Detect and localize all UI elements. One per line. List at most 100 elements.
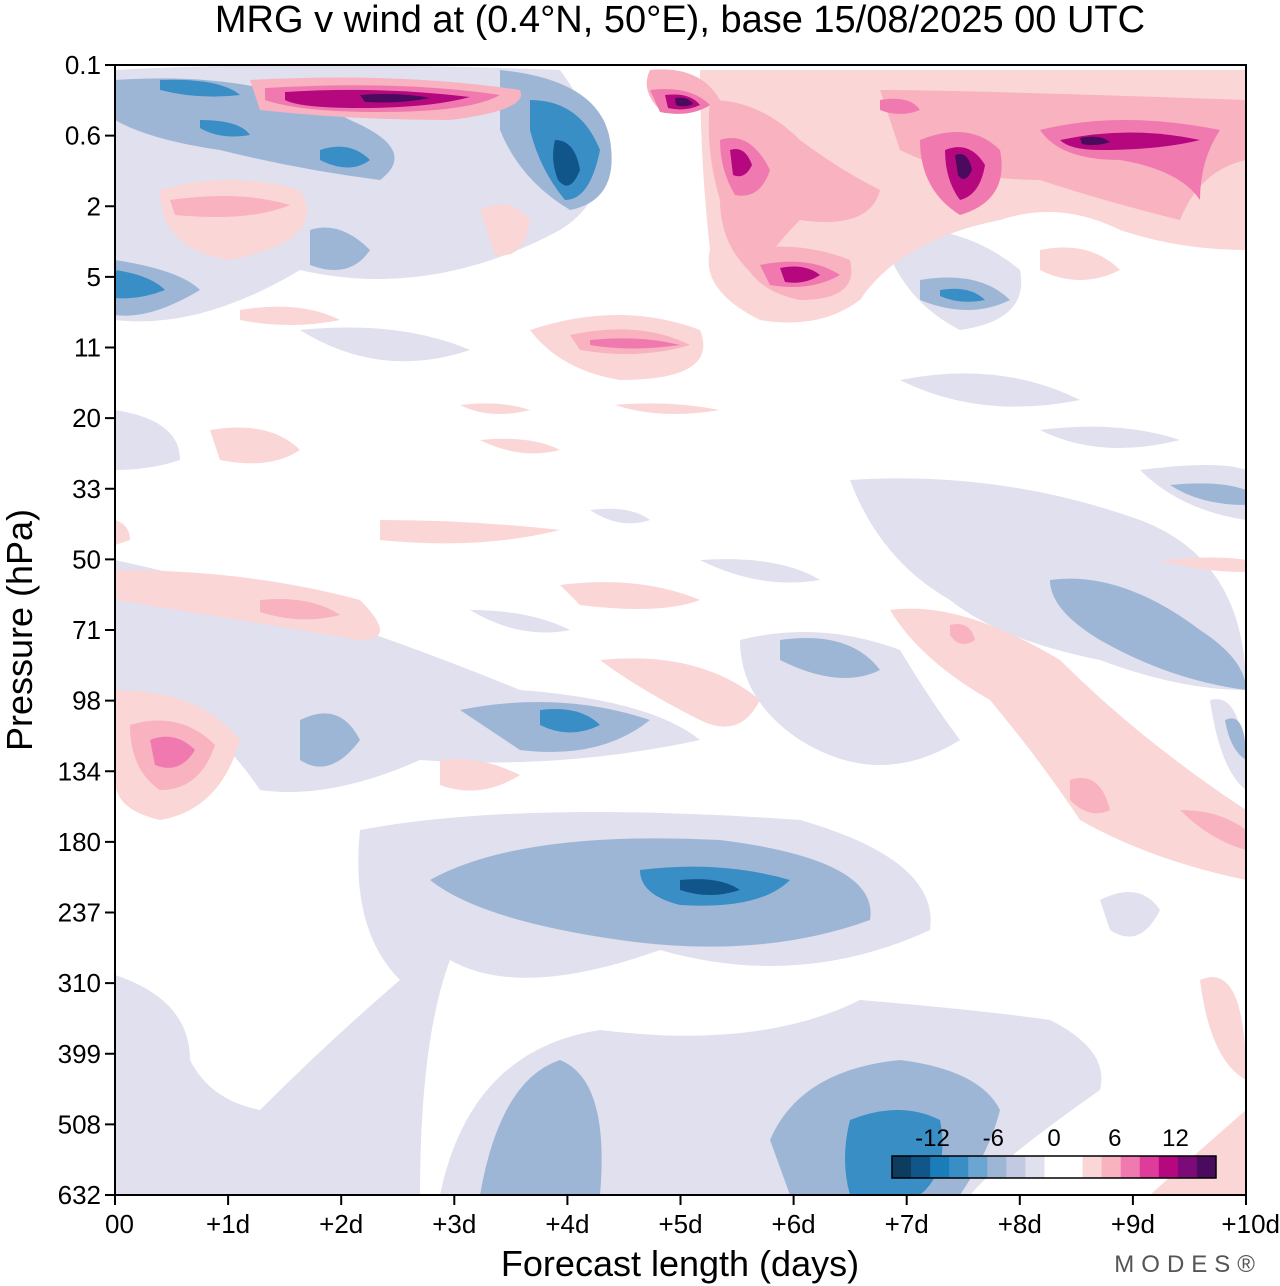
magenta-right-upper-2 — [730, 149, 752, 177]
pink-mid-left — [260, 599, 340, 620]
colorbar: -12 -6 0 6 12 — [891, 1125, 1217, 1179]
x-tick-label: +1d — [206, 1209, 250, 1239]
lavender-band-thin-5 — [1100, 892, 1160, 937]
pink-band-mid-2 — [600, 658, 760, 727]
y-axis-label: Pressure (hPa) — [0, 509, 40, 751]
x-tick-label: +9d — [1111, 1209, 1155, 1239]
lavender-band-thin-9 — [470, 610, 570, 633]
contour-band-strongest-negative — [553, 140, 740, 895]
purple-right — [955, 154, 972, 179]
y-tick-label: 237 — [58, 898, 101, 928]
x-tick-label: +10d — [1221, 1209, 1280, 1239]
colorbar-swatch — [987, 1156, 1007, 1178]
y-tick-label: 508 — [58, 1109, 101, 1139]
lavender-band-thin-8 — [700, 559, 820, 583]
y-tick-label: 33 — [72, 474, 101, 504]
chart-title: MRG v wind at (0.4°N, 50°E), base 15/08/… — [215, 0, 1145, 41]
colorbar-frame — [891, 1155, 1217, 1179]
colorbar-swatch — [892, 1156, 912, 1178]
mid-blue-upper-left — [160, 79, 240, 97]
colorbar-swatch — [968, 1156, 988, 1178]
lavender-band-thin-1 — [300, 327, 470, 362]
colorbar-swatch — [1158, 1156, 1179, 1178]
lavender-band-thin-2 — [900, 373, 1080, 407]
colorbar-swatch — [1044, 1156, 1065, 1178]
blue-band-mid-left — [310, 227, 370, 270]
colorbar-swatch — [1101, 1156, 1122, 1178]
y-tick-label: 5 — [87, 262, 101, 292]
y-tick-label: 20 — [72, 403, 101, 433]
pink-mid-right-upper — [708, 100, 880, 280]
colorbar-label: 12 — [1162, 1125, 1189, 1152]
colorbar-swatch — [1006, 1156, 1026, 1178]
pink-band-right-edge — [1200, 977, 1246, 1080]
purple-right-upper — [675, 97, 693, 107]
y-tick-label: 2 — [87, 191, 101, 221]
pink-band-small-4 — [480, 438, 560, 454]
y-tick-label: 71 — [72, 615, 101, 645]
y-tick-label: 310 — [58, 968, 101, 998]
modes-logo: MODES® — [1114, 1251, 1262, 1278]
y-tick-label: 632 — [58, 1180, 101, 1210]
strong-pink-left — [150, 736, 195, 768]
blue-band-small-1 — [300, 713, 360, 767]
pink-band-small-1 — [210, 427, 300, 464]
mid-blue-right — [940, 288, 985, 302]
strong-pink-center — [590, 338, 680, 349]
pink-band-mid-row — [240, 306, 340, 325]
mid-blue-left-edge — [115, 270, 165, 299]
pink-mid-right-3 — [950, 624, 975, 644]
x-tick-label: +8d — [998, 1209, 1042, 1239]
y-tick-label: 180 — [58, 827, 101, 857]
x-tick-label: +6d — [772, 1209, 816, 1239]
pink-band-tiny-2 — [115, 520, 130, 545]
blue-band-small-3 — [1225, 718, 1246, 760]
pink-band-right-mid — [1040, 247, 1120, 280]
pink-band-left-row — [115, 570, 380, 640]
colorbar-label: -12 — [915, 1125, 950, 1152]
purple-upper-band — [360, 94, 430, 103]
lavender-band-thin-4 — [1040, 426, 1180, 448]
lavender-band-thin-7 — [590, 508, 650, 524]
pink-band-small-2 — [460, 403, 530, 414]
colorbar-swatch — [949, 1156, 969, 1178]
y-tick-label: 98 — [72, 686, 101, 716]
pink-band-right-row — [890, 608, 1246, 880]
purple-right-2 — [1080, 136, 1110, 146]
blue-band-small-2 — [1170, 483, 1246, 505]
x-tick-label: +5d — [658, 1209, 702, 1239]
blue-band-mid-right — [780, 638, 880, 678]
pink-mid-upper-left — [170, 196, 290, 218]
colorbar-label: 6 — [1108, 1125, 1121, 1152]
mid-blue-upper-left-2 — [200, 120, 250, 137]
colorbar-swatch — [930, 1156, 950, 1178]
x-tick-label: +2d — [319, 1209, 363, 1239]
colorbar-swatch — [1139, 1156, 1160, 1178]
mid-blue-mid — [540, 709, 600, 733]
x-axis-label: Forecast length (days) — [501, 1243, 859, 1284]
colorbar-swatch — [1196, 1156, 1217, 1178]
x-tick-label: +3d — [432, 1209, 476, 1239]
pink-band-mid — [380, 520, 560, 544]
x-tick-label: +7d — [885, 1209, 929, 1239]
contour-band-strongest-positive — [360, 94, 1110, 179]
colorbar-swatch — [1082, 1156, 1103, 1178]
y-tick-label: 399 — [58, 1039, 101, 1069]
y-tick-label: 50 — [72, 544, 101, 574]
blue-band-lower-mid — [430, 838, 871, 947]
pink-band-tiny — [1160, 557, 1246, 572]
y-tick-label: 0.1 — [65, 50, 101, 80]
mid-blue-lower — [845, 1110, 943, 1195]
colorbar-swatch — [1025, 1156, 1045, 1178]
y-tick-label: 0.6 — [65, 121, 101, 151]
pink-band-mid-left — [560, 582, 700, 609]
dark-blue-lower-mid — [680, 879, 740, 895]
pink-band-mid-3 — [440, 759, 520, 791]
pink-mid-right-2 — [1180, 810, 1246, 850]
colorbar-label: 0 — [1047, 1125, 1060, 1152]
dark-blue-upper-mid — [553, 140, 580, 186]
blue-band-bottom — [480, 1060, 602, 1195]
contour-field — [115, 65, 1246, 1195]
pink-mid-right — [1070, 778, 1110, 814]
